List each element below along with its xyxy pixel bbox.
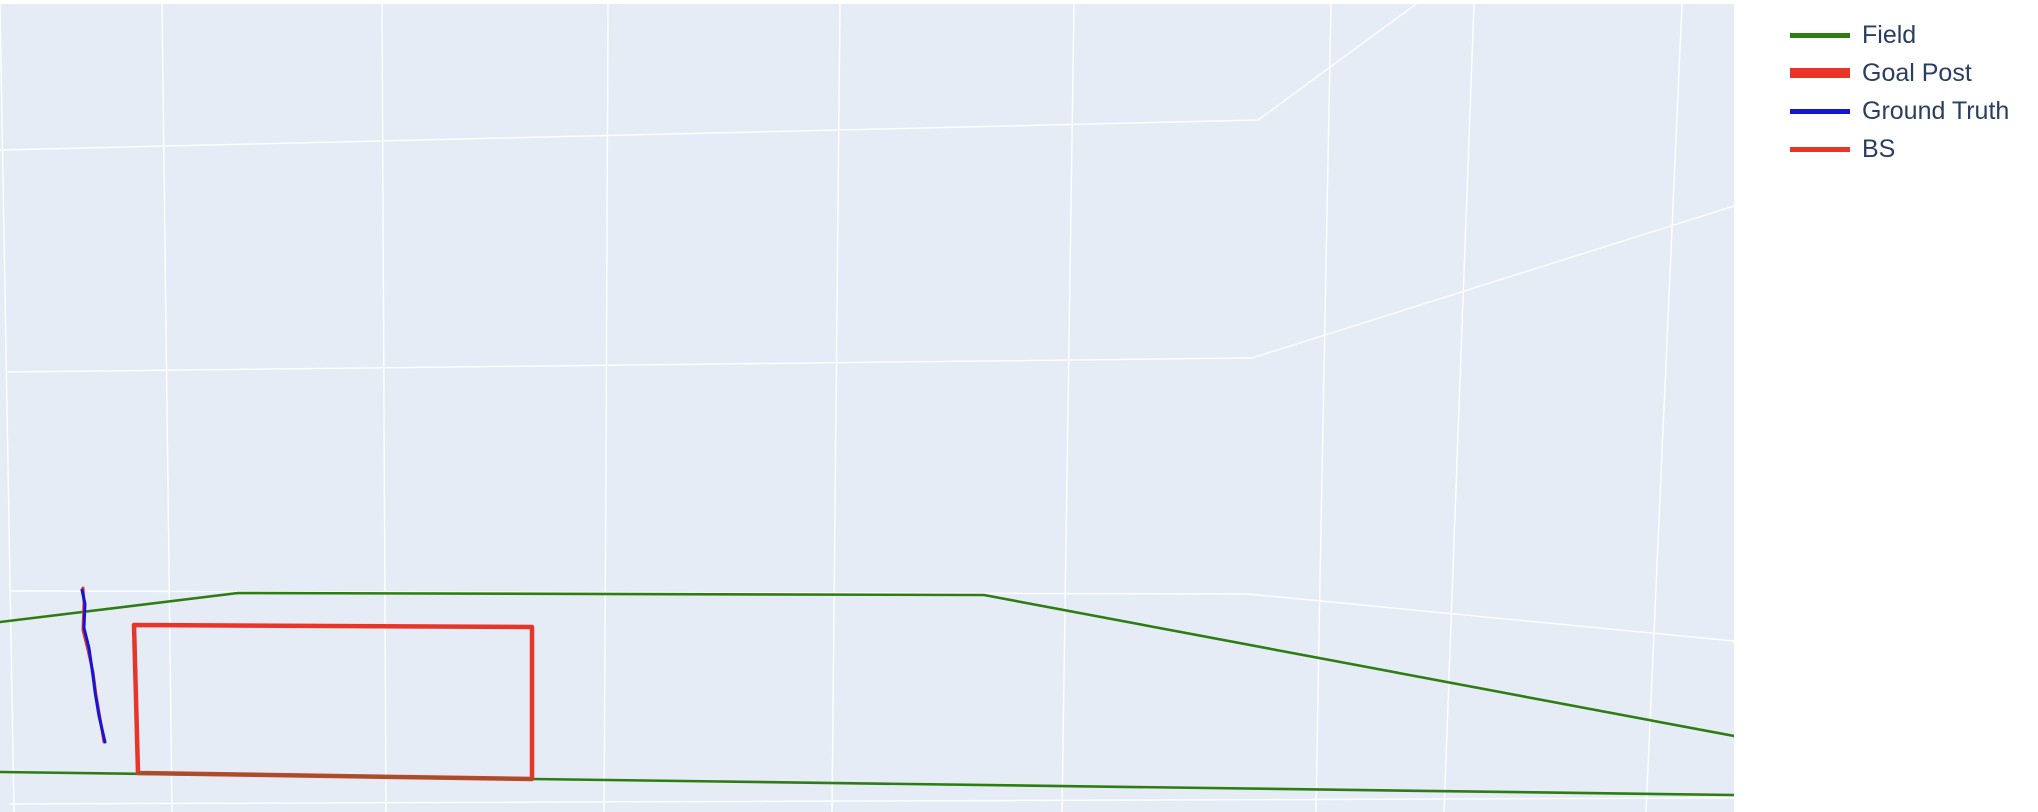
legend-item-field[interactable]: Field: [1790, 16, 2030, 54]
grid-lines: [0, 3, 1734, 812]
plot-area[interactable]: [0, 0, 1734, 812]
grid-line: [0, 3, 15, 812]
legend-swatch-field: [1790, 32, 1850, 38]
grid-line: [9, 797, 1734, 805]
ground-truth-trajectory-line: [80, 588, 107, 744]
grid-line: [1315, 579, 1321, 812]
legend-label-ground-truth: Ground Truth: [1862, 96, 2010, 125]
grid-line: [831, 3, 841, 812]
grid-line: [161, 3, 173, 812]
field-line: [0, 591, 1734, 738]
grid-line: [381, 3, 387, 812]
grid-line: [0, 3, 1417, 151]
grid-line: [605, 3, 609, 471]
grid-line: [1645, 3, 1683, 812]
grid-line: [1061, 3, 1075, 812]
legend-label-bs: BS: [1862, 134, 1896, 163]
grid-line: [1319, 3, 1332, 581]
grid-line: [11, 590, 1734, 642]
legend-swatch-goal-post: [1790, 68, 1850, 78]
legend: Field Goal Post Ground Truth BS: [1790, 16, 2030, 168]
grid-line: [1443, 3, 1475, 812]
goal-post-base-line: [136, 771, 534, 781]
legend-item-goal-post[interactable]: Goal Post: [1790, 54, 2030, 92]
legend-item-bs[interactable]: BS: [1790, 130, 2030, 168]
series-lines: [0, 586, 1734, 797]
plot-background: [0, 4, 1734, 812]
legend-swatch-bs: [1790, 146, 1850, 152]
grid-line: [7, 205, 1734, 373]
grid-line: [603, 469, 607, 812]
legend-label-field: Field: [1862, 20, 1917, 49]
legend-swatch-ground-truth: [1790, 108, 1850, 114]
legend-label-goal-post: Goal Post: [1862, 58, 1972, 87]
legend-item-ground-truth[interactable]: Ground Truth: [1790, 92, 2030, 130]
